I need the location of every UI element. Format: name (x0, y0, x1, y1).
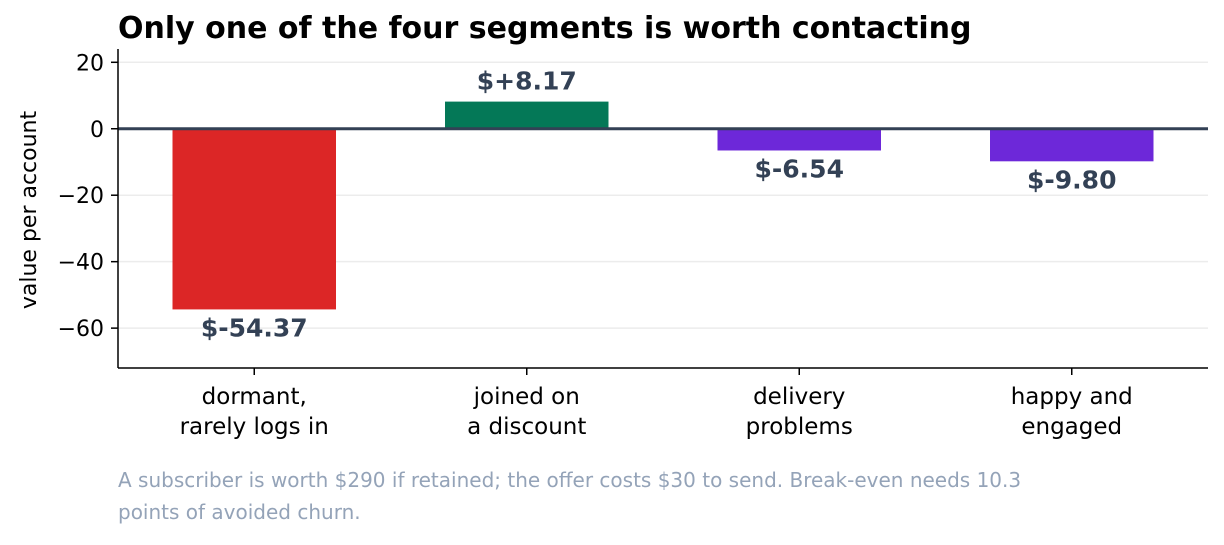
y-tick-label: −20 (58, 184, 104, 209)
x-tick-label: dormant, rarely logs in (180, 384, 329, 440)
x-ticks: dormant, rarely logs in joined on a discoun… (180, 368, 1133, 440)
footnote: A subscriber is worth $290 if retained; … (118, 468, 1021, 524)
data-label: $-6.54 (755, 154, 844, 183)
chart-title: Only one of the four segments is worth c… (118, 11, 971, 46)
y-tick-label: 20 (76, 51, 104, 76)
bar (445, 101, 609, 129)
y-tick-label: −40 (58, 251, 104, 276)
bar (717, 128, 881, 151)
data-label: $-54.37 (201, 313, 308, 342)
y-ticks: 20 0 −20 −40 −60 (58, 51, 118, 342)
bar (172, 128, 336, 310)
bars (172, 101, 1154, 310)
data-label: $+8.17 (477, 67, 577, 96)
data-labels: $-54.37 $+8.17 $-6.54 $-9.80 (201, 67, 1117, 343)
y-tick-label: 0 (90, 118, 104, 143)
y-axis-label: value per account (17, 110, 42, 309)
data-label: $-9.80 (1027, 165, 1116, 194)
x-tick-label: joined on a discount (467, 384, 586, 440)
x-tick-label: delivery problems (746, 384, 853, 440)
bar (990, 128, 1154, 162)
y-tick-label: −60 (58, 317, 104, 342)
x-tick-label: happy and engaged (1011, 384, 1133, 440)
